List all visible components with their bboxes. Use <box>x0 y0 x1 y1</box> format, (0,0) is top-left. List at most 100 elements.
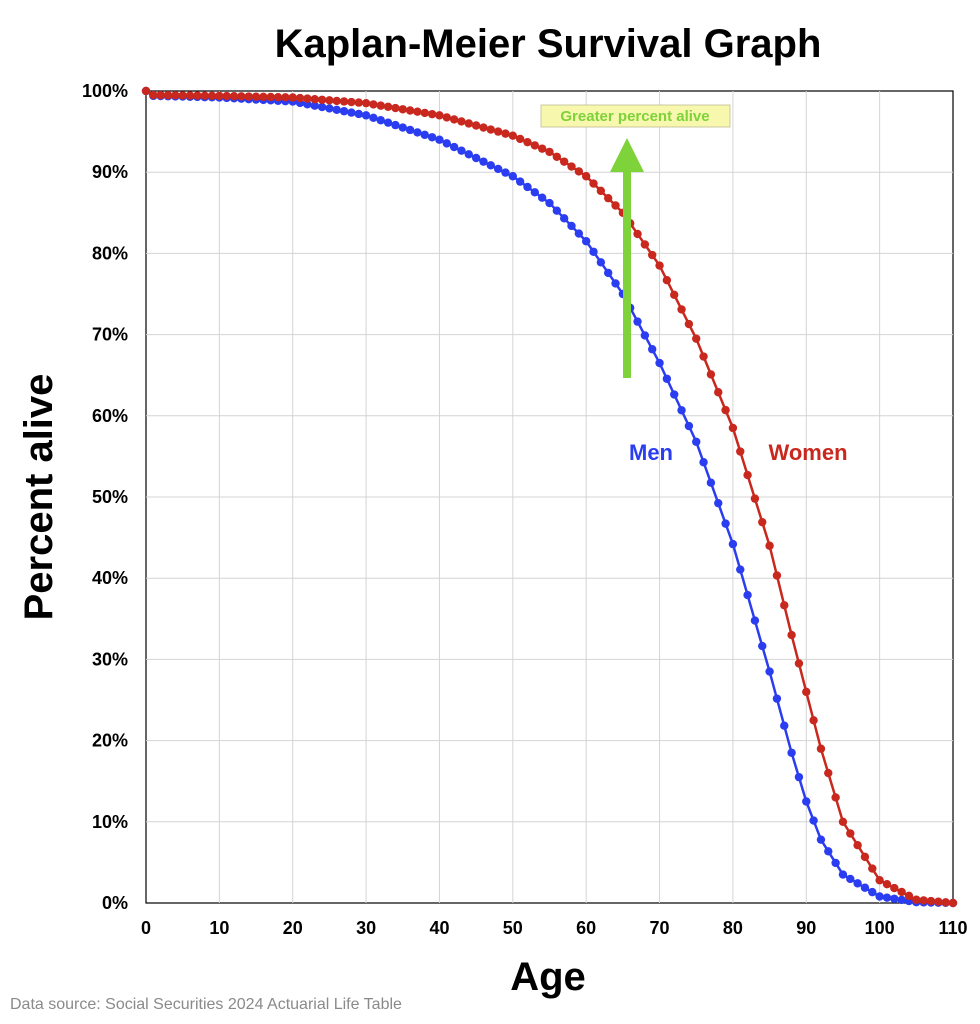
x-axis-ticks: 0 10 20 30 40 50 60 70 80 90 100 110 <box>141 918 968 938</box>
x-tick-label: 90 <box>796 918 816 938</box>
data-point <box>493 127 503 136</box>
data-point <box>692 437 701 446</box>
data-point <box>530 188 540 197</box>
data-point <box>677 305 686 314</box>
data-point <box>171 91 180 100</box>
data-point <box>449 115 459 124</box>
data-point <box>802 687 811 697</box>
x-tick-label: 60 <box>576 918 596 938</box>
data-point <box>728 423 738 433</box>
data-point <box>303 94 312 103</box>
grid-lines <box>146 91 953 903</box>
data-point <box>780 721 789 730</box>
data-point <box>295 93 305 103</box>
data-point <box>743 590 752 600</box>
data-point <box>758 517 767 527</box>
data-point <box>904 891 914 901</box>
data-point <box>501 129 510 138</box>
series-women <box>141 86 958 908</box>
x-tick-label: 10 <box>209 918 229 938</box>
data-point <box>633 317 642 326</box>
y-tick-label: 80% <box>92 243 128 263</box>
data-point <box>882 879 892 889</box>
data-point <box>266 92 275 102</box>
data-point <box>464 150 473 159</box>
data-point <box>471 153 481 163</box>
data-point <box>794 659 804 668</box>
data-point <box>824 768 833 778</box>
data-point <box>611 279 620 288</box>
annotation: Greater percent alive <box>540 104 731 378</box>
data-point <box>141 86 151 96</box>
data-point <box>200 91 209 100</box>
data-point <box>178 91 187 100</box>
y-tick-label: 50% <box>92 487 128 507</box>
data-point <box>684 319 694 329</box>
y-tick-label: 60% <box>92 406 128 426</box>
data-point <box>890 883 899 893</box>
data-point <box>479 157 488 166</box>
x-tick-label: 40 <box>429 918 449 938</box>
data-point <box>640 240 650 249</box>
data-point <box>405 125 415 135</box>
x-tick-label: 30 <box>356 918 376 938</box>
x-tick-label: 20 <box>283 918 303 938</box>
data-point <box>831 793 840 802</box>
x-tick-label: 80 <box>723 918 743 938</box>
data-point <box>354 109 363 119</box>
data-point <box>581 237 591 246</box>
annotation-arrow-head <box>610 138 644 172</box>
data-point <box>545 198 554 208</box>
y-tick-label: 100% <box>82 81 128 101</box>
data-point <box>244 92 253 101</box>
data-point <box>589 179 598 188</box>
y-axis-ticks: 0% 10% 20% 30% 40% 50% 60% 70% 80% 90% 100% <box>82 81 128 913</box>
data-point <box>574 167 584 176</box>
data-point <box>831 858 840 868</box>
data-point <box>156 90 165 100</box>
data-point <box>816 744 826 753</box>
data-point <box>251 92 261 101</box>
data-point <box>567 162 576 171</box>
data-point <box>941 898 950 907</box>
source-note: Data source: Social Securities 2024 Actu… <box>10 996 402 1013</box>
data-point <box>435 135 444 144</box>
data-point <box>846 829 855 838</box>
data-point <box>670 290 679 300</box>
data-point <box>398 123 407 132</box>
data-point <box>809 816 818 825</box>
data-point <box>552 152 562 161</box>
data-point <box>552 206 562 215</box>
data-point <box>838 870 848 879</box>
data-point <box>530 141 540 150</box>
data-point <box>310 95 319 104</box>
y-tick-label: 90% <box>92 162 128 182</box>
data-point <box>596 186 606 196</box>
data-point <box>603 268 613 278</box>
data-point <box>229 92 239 101</box>
data-point <box>589 247 598 256</box>
data-point <box>515 177 525 186</box>
data-point <box>537 144 547 153</box>
y-tick-label: 10% <box>92 812 128 832</box>
data-point <box>508 172 518 181</box>
data-point <box>633 229 642 239</box>
data-point <box>442 139 451 148</box>
data-point <box>648 250 657 260</box>
data-point <box>684 421 694 431</box>
x-tick-label: 50 <box>503 918 523 938</box>
data-point <box>868 864 877 873</box>
y-tick-label: 40% <box>92 568 128 588</box>
data-point <box>523 182 532 192</box>
data-point <box>897 895 906 905</box>
data-point <box>376 116 385 125</box>
data-point <box>413 107 422 116</box>
data-point <box>332 96 341 106</box>
data-point <box>699 352 708 361</box>
data-point <box>207 91 217 100</box>
data-point <box>339 97 349 106</box>
data-point <box>758 641 767 651</box>
data-point <box>706 370 716 379</box>
data-point <box>655 358 664 368</box>
data-point <box>310 101 319 110</box>
